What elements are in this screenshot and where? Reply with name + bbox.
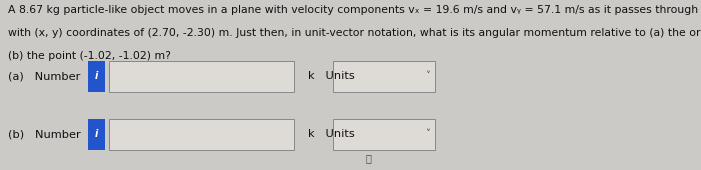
- Text: k   Units: k Units: [308, 72, 355, 81]
- FancyBboxPatch shape: [109, 61, 294, 92]
- Text: A 8.67 kg particle-like object moves in a plane with velocity components vₓ = 19: A 8.67 kg particle-like object moves in …: [8, 5, 701, 15]
- FancyBboxPatch shape: [333, 119, 435, 150]
- Text: (b) the point (-1.02, -1.02) m?: (b) the point (-1.02, -1.02) m?: [8, 51, 171, 61]
- Text: ˅: ˅: [426, 129, 430, 139]
- Text: (a)   Number: (a) Number: [8, 72, 81, 81]
- FancyBboxPatch shape: [88, 61, 105, 92]
- Text: i: i: [95, 129, 98, 139]
- Text: (b)   Number: (b) Number: [8, 129, 81, 139]
- Text: with (x, y) coordinates of (2.70, -2.30) m. Just then, in unit-vector notation, : with (x, y) coordinates of (2.70, -2.30)…: [8, 28, 701, 38]
- FancyBboxPatch shape: [88, 119, 105, 150]
- Text: k   Units: k Units: [308, 129, 355, 139]
- Text: ⮨: ⮨: [366, 153, 372, 163]
- FancyBboxPatch shape: [333, 61, 435, 92]
- Text: i: i: [95, 72, 98, 81]
- FancyBboxPatch shape: [109, 119, 294, 150]
- Text: ˅: ˅: [426, 72, 430, 81]
